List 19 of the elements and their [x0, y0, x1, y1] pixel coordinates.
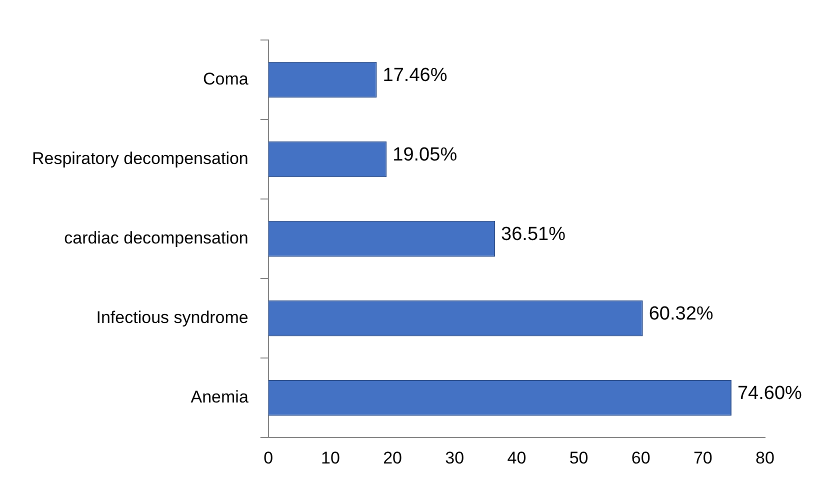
- data-label: 19.05%: [392, 144, 458, 166]
- x-tick-label: 0: [264, 448, 274, 468]
- x-tick-label: 40: [507, 448, 526, 468]
- data-label: 74.60%: [737, 383, 802, 404]
- data-label: 36.51%: [501, 224, 566, 246]
- y-tick-label: Infectious syndrome: [96, 308, 248, 328]
- x-tick-label: 80: [756, 448, 774, 468]
- x-tick-label: 50: [569, 448, 588, 468]
- x-tick-label: 30: [445, 448, 464, 468]
- x-tick-label: 60: [631, 448, 650, 468]
- y-tick-label: Coma: [203, 69, 249, 88]
- data-label: 17.46%: [382, 64, 448, 86]
- y-tick-label: Anemia: [190, 388, 249, 407]
- y-tick-label: Respiratory decompensation: [32, 148, 248, 168]
- x-tick-label: 70: [693, 448, 712, 468]
- y-tick-label: cardiac decompensation: [64, 228, 248, 248]
- x-tick-label: 20: [383, 448, 402, 468]
- x-tick-label: 10: [321, 448, 340, 468]
- data-label: 60.32%: [648, 304, 714, 325]
